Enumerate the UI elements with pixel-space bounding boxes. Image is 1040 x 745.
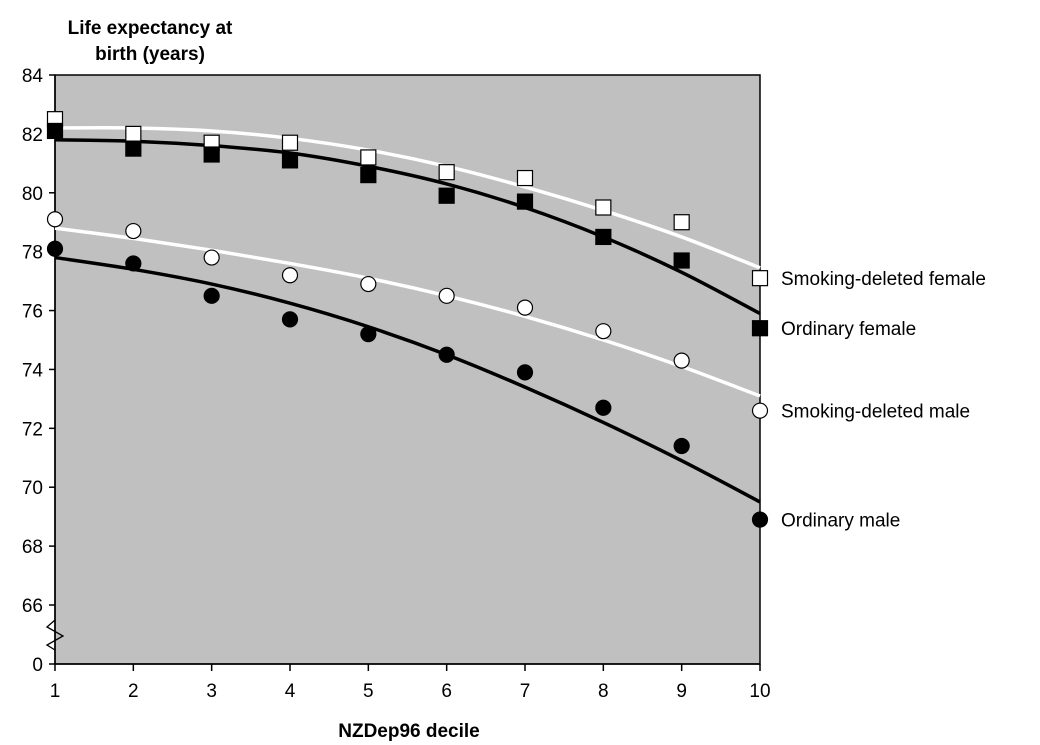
y-tick-label: 84 xyxy=(22,66,44,87)
data-point xyxy=(673,214,690,231)
data-point xyxy=(438,346,455,363)
y-tick-label: 66 xyxy=(22,596,43,617)
data-point xyxy=(360,167,377,184)
y-tick-label: 72 xyxy=(22,419,43,440)
data-point xyxy=(360,326,377,343)
x-tick-label: 5 xyxy=(363,681,374,702)
data-point xyxy=(595,323,612,340)
y-axis-title-line-2: birth (years) xyxy=(95,44,205,65)
data-point xyxy=(125,255,142,272)
series-label: Smoking-deleted male xyxy=(781,402,970,423)
y-tick-label: 70 xyxy=(22,478,43,499)
x-tick-label: 8 xyxy=(598,681,609,702)
data-point xyxy=(595,228,612,246)
data-point xyxy=(438,187,455,204)
y-tick-label: 0 xyxy=(32,655,43,676)
trend-line xyxy=(54,226,761,398)
x-tick-label: 10 xyxy=(749,681,770,702)
data-point xyxy=(360,275,377,293)
data-point xyxy=(125,222,142,240)
x-tick-label: 9 xyxy=(676,681,687,702)
data-point xyxy=(281,134,299,151)
x-axis-title: NZDep96 decile xyxy=(338,721,480,742)
data-point xyxy=(281,311,299,328)
data-point xyxy=(673,352,690,369)
data-point xyxy=(360,149,377,166)
x-tick-label: 1 xyxy=(50,681,61,702)
trend-line xyxy=(54,126,761,270)
data-point xyxy=(281,267,299,284)
y-tick-label: 80 xyxy=(22,184,43,205)
data-point xyxy=(751,320,769,337)
y-axis-title-line-1: Life expectancy at xyxy=(67,18,233,39)
data-point xyxy=(46,211,64,228)
data-point xyxy=(516,299,534,316)
trend-line xyxy=(54,255,761,504)
data-point xyxy=(46,122,64,140)
data-point xyxy=(125,140,142,157)
data-point xyxy=(595,199,612,216)
data-point xyxy=(751,511,769,528)
y-tick-label: 74 xyxy=(22,360,44,381)
axis-break-icon xyxy=(45,619,65,651)
data-point xyxy=(516,364,534,381)
y-tick-label: 82 xyxy=(22,125,43,146)
series-label: Ordinary male xyxy=(781,511,900,532)
data-point xyxy=(751,270,769,287)
x-tick-label: 6 xyxy=(441,681,452,702)
data-point xyxy=(281,152,299,169)
y-tick-label: 68 xyxy=(22,537,43,558)
data-point xyxy=(438,287,455,304)
data-point xyxy=(673,437,690,455)
data-point xyxy=(516,193,534,210)
x-tick-label: 7 xyxy=(520,681,531,702)
x-tick-label: 3 xyxy=(206,681,217,702)
x-tick-label: 2 xyxy=(128,681,139,702)
data-point xyxy=(203,287,220,304)
y-tick-label: 76 xyxy=(22,302,43,323)
data-point xyxy=(203,146,220,163)
series-label: Smoking-deleted female xyxy=(781,269,986,290)
data-point xyxy=(516,169,534,187)
trend-line xyxy=(54,138,761,316)
data-point xyxy=(125,125,142,142)
data-point xyxy=(673,252,690,269)
data-point xyxy=(751,402,769,419)
data-point xyxy=(438,164,455,181)
y-tick-label: 78 xyxy=(22,243,43,264)
data-point xyxy=(203,249,220,266)
x-tick-label: 4 xyxy=(285,681,296,702)
data-point xyxy=(595,399,612,416)
series-label: Ordinary female xyxy=(781,319,916,340)
plot-area xyxy=(54,74,761,665)
data-point xyxy=(46,240,64,257)
